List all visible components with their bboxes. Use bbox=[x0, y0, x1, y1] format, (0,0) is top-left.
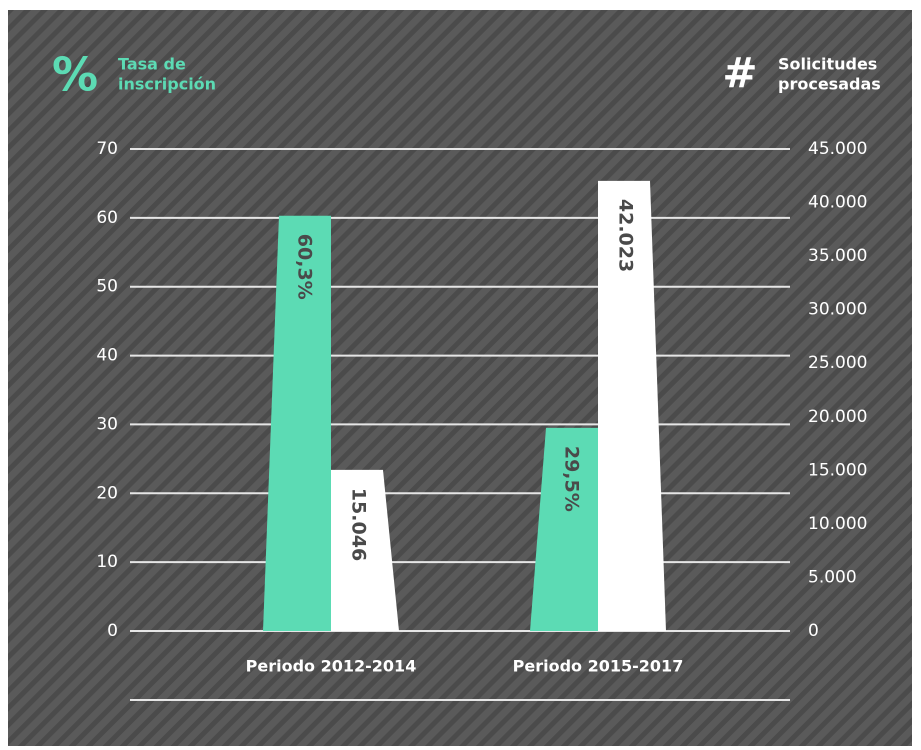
y-axis-label: inscripción bbox=[118, 75, 216, 94]
y-tick-label: 0 bbox=[107, 621, 118, 641]
bar bbox=[331, 469, 399, 631]
y2-tick-label: 25.000 bbox=[808, 353, 867, 373]
y-tick-label: 70 bbox=[96, 139, 118, 159]
value-label: 15.046 bbox=[348, 488, 370, 561]
y-tick-label: 20 bbox=[96, 483, 118, 503]
y-tick-label: 30 bbox=[96, 414, 118, 434]
value-label: 29,5% bbox=[561, 446, 583, 512]
value-label: 60,3% bbox=[294, 234, 316, 300]
bar bbox=[530, 427, 598, 631]
value-label: 42.023 bbox=[615, 199, 637, 272]
y2-tick-label: 40.000 bbox=[808, 193, 867, 213]
y2-tick-label: 5.000 bbox=[808, 567, 857, 587]
x-tick-label: Periodo 2015-2017 bbox=[513, 657, 684, 676]
x-tick-label: Periodo 2012-2014 bbox=[246, 657, 417, 676]
y2-tick-label: 35.000 bbox=[808, 246, 867, 266]
y-tick-label: 10 bbox=[96, 552, 118, 572]
y2-tick-label: 15.000 bbox=[808, 460, 867, 480]
y2-tick-label: 20.000 bbox=[808, 407, 867, 427]
bar bbox=[263, 215, 331, 631]
y-tick-label: 60 bbox=[96, 208, 118, 228]
y-tick-label: 40 bbox=[96, 346, 118, 366]
y2-tick-label: 45.000 bbox=[808, 139, 867, 159]
y-axis-label: Tasa de bbox=[118, 55, 186, 74]
y2-axis-label: procesadas bbox=[778, 75, 881, 94]
y2-tick-label: 10.000 bbox=[808, 514, 867, 534]
y2-axis-label: Solicitudes bbox=[778, 55, 877, 74]
y-axis-icon: % bbox=[52, 48, 98, 102]
y2-tick-label: 30.000 bbox=[808, 300, 867, 320]
bar bbox=[598, 180, 666, 632]
y2-axis-icon: # bbox=[722, 49, 757, 98]
y-tick-label: 50 bbox=[96, 277, 118, 297]
background bbox=[8, 10, 912, 746]
y2-tick-label: 0 bbox=[808, 621, 819, 641]
